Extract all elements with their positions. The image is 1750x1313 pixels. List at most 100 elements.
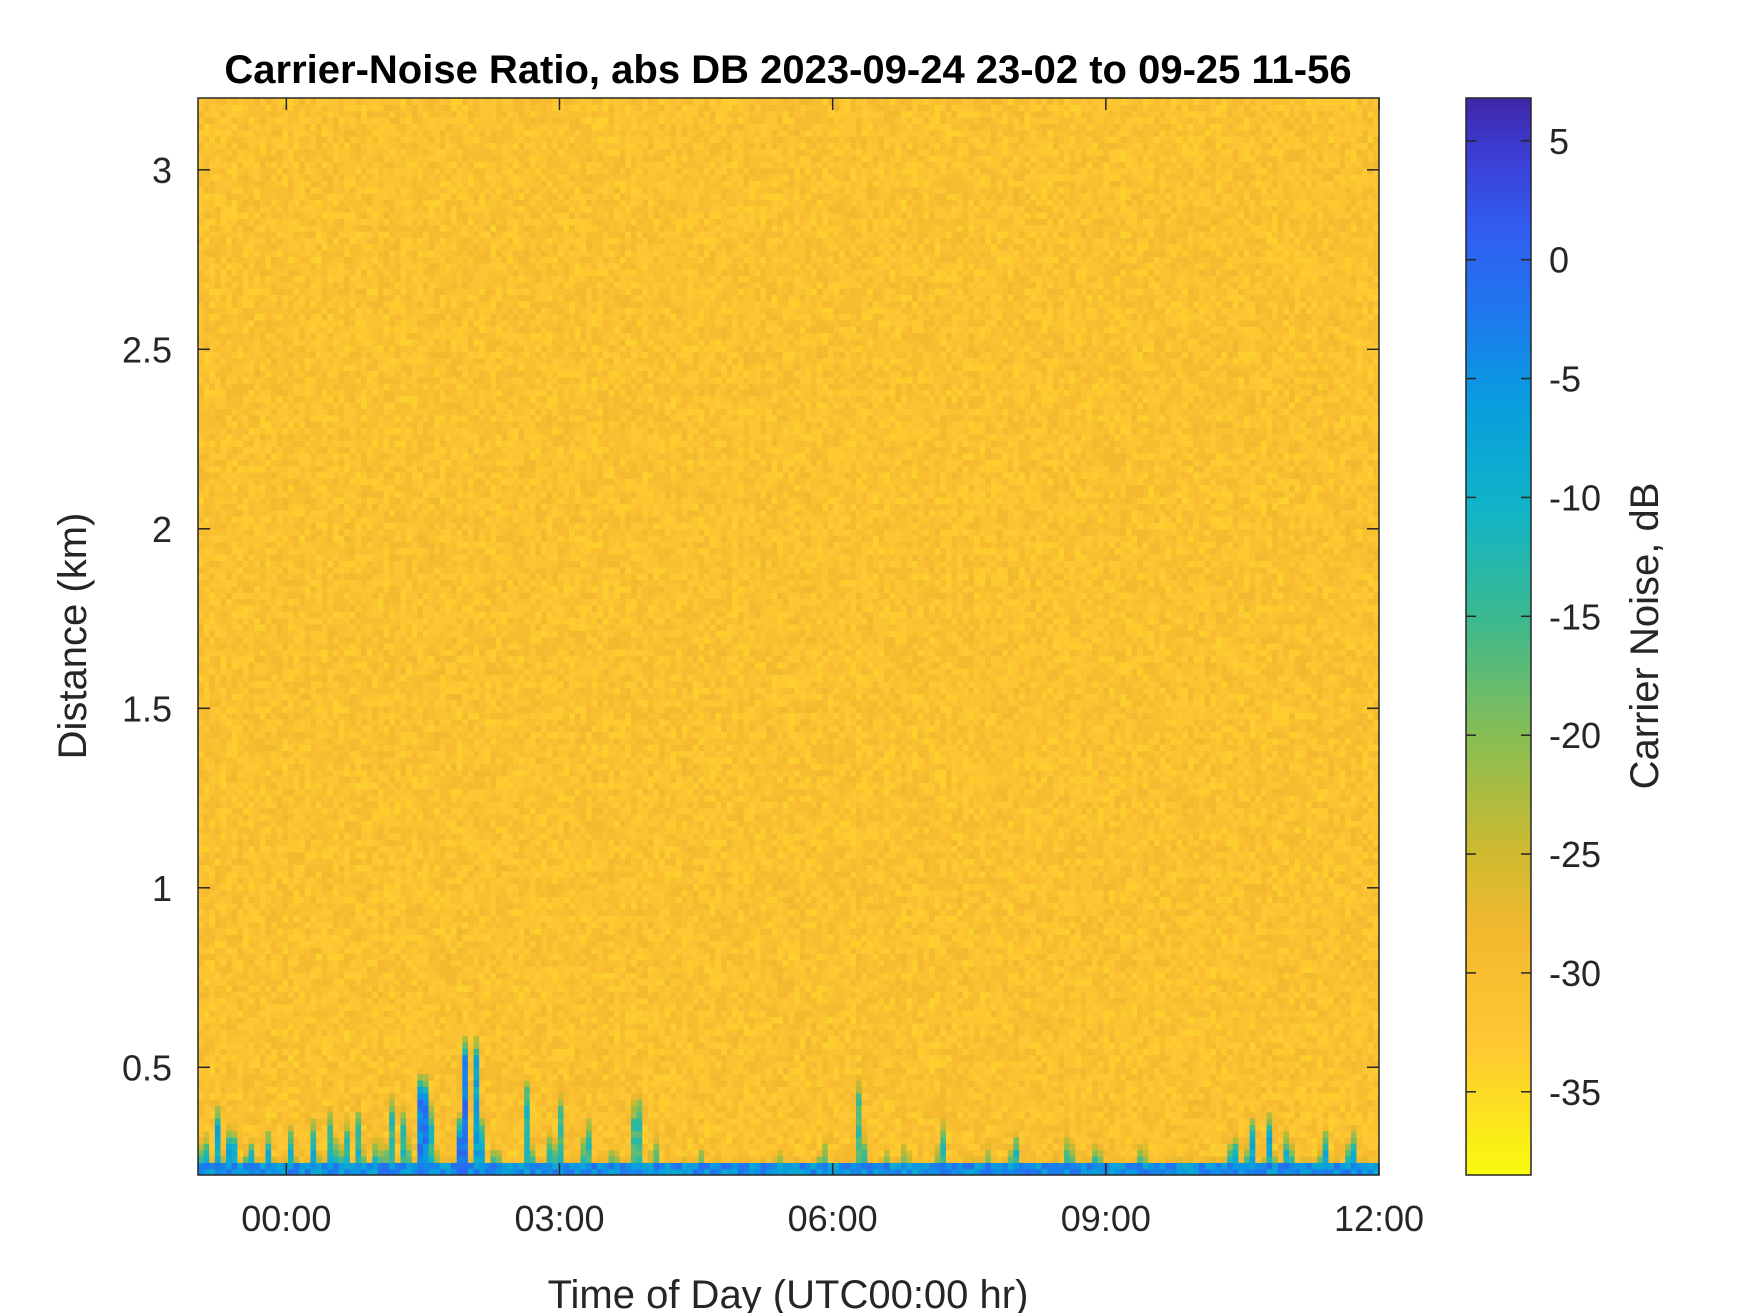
heatmap-cell: [277, 301, 283, 308]
heatmap-cell: [282, 579, 288, 586]
heatmap-cell: [254, 491, 260, 498]
heatmap-cell: [260, 751, 266, 758]
heatmap-cell: [265, 801, 271, 808]
heatmap-cell: [271, 484, 277, 491]
heatmap-cell: [204, 510, 210, 517]
heatmap-cell: [294, 554, 300, 561]
heatmap-cell: [198, 484, 204, 491]
heatmap-cell: [209, 149, 215, 156]
heatmap-cell: [204, 852, 210, 859]
heatmap-cell: [310, 269, 316, 276]
heatmap-cell: [271, 801, 277, 808]
heatmap-cell: [226, 1112, 232, 1119]
heatmap-cell: [271, 579, 277, 586]
heatmap-cell: [339, 408, 345, 415]
heatmap-cell: [282, 1029, 288, 1036]
heatmap-cell: [310, 1061, 316, 1068]
heatmap-cell: [310, 193, 316, 200]
heatmap-cell: [243, 617, 249, 624]
heatmap-cell: [226, 694, 232, 701]
heatmap-cell: [333, 966, 339, 973]
heatmap-cell: [333, 174, 339, 181]
heatmap-cell: [260, 922, 266, 929]
heatmap-cell: [344, 516, 350, 523]
heatmap-cell: [282, 846, 288, 853]
heatmap-cell: [282, 263, 288, 270]
heatmap-cell: [209, 1137, 215, 1144]
heatmap-cell: [350, 643, 356, 650]
heatmap-cell: [316, 484, 322, 491]
heatmap-cell: [265, 979, 271, 986]
heatmap-cell: [226, 516, 232, 523]
heatmap-cell: [277, 427, 283, 434]
heatmap-cell: [344, 846, 350, 853]
heatmap-cell: [232, 782, 238, 789]
heatmap-cell: [350, 814, 356, 821]
heatmap-cell: [327, 928, 333, 935]
heatmap-cell: [226, 598, 232, 605]
heatmap-cell: [232, 865, 238, 872]
heatmap-cell: [350, 446, 356, 453]
heatmap-cell: [215, 465, 221, 472]
heatmap-cell: [327, 1131, 333, 1138]
heatmap-cell: [350, 244, 356, 251]
heatmap-cell: [310, 998, 316, 1005]
heatmap-cell: [204, 592, 210, 599]
heatmap-cell: [339, 453, 345, 460]
heatmap-cell: [322, 421, 328, 428]
heatmap-cell: [299, 434, 305, 441]
heatmap-cell: [282, 503, 288, 510]
heatmap-cell: [237, 694, 243, 701]
heatmap-cell: [221, 161, 227, 168]
heatmap-cell: [265, 218, 271, 225]
heatmap-cell: [198, 446, 204, 453]
heatmap-cell: [271, 275, 277, 282]
heatmap-cell: [226, 795, 232, 802]
heatmap-cell: [221, 725, 227, 732]
heatmap-cell: [209, 497, 215, 504]
heatmap-cell: [316, 617, 322, 624]
heatmap-cell: [282, 554, 288, 561]
heatmap-cell: [327, 1067, 333, 1074]
heatmap-cell: [277, 656, 283, 663]
heatmap-cell: [204, 497, 210, 504]
heatmap-cell: [254, 795, 260, 802]
heatmap-cell: [265, 364, 271, 371]
heatmap-cell: [209, 738, 215, 745]
heatmap-cell: [254, 776, 260, 783]
heatmap-cell: [232, 884, 238, 891]
heatmap-cell: [215, 1137, 221, 1144]
heatmap-cell: [237, 453, 243, 460]
heatmap-cell: [277, 199, 283, 206]
heatmap-cell: [232, 833, 238, 840]
heatmap-cell: [305, 985, 311, 992]
heatmap-cell: [243, 402, 249, 409]
heatmap-cell: [294, 725, 300, 732]
heatmap-cell: [305, 1150, 311, 1157]
heatmap-cell: [305, 415, 311, 422]
heatmap-cell: [226, 1131, 232, 1138]
heatmap-cell: [226, 180, 232, 187]
heatmap-cell: [288, 687, 294, 694]
heatmap-cell: [237, 719, 243, 726]
heatmap-cell: [294, 871, 300, 878]
heatmap-cell: [305, 1036, 311, 1043]
heatmap-cell: [221, 244, 227, 251]
heatmap-cell: [254, 180, 260, 187]
heatmap-cell: [254, 833, 260, 840]
heatmap-cell: [322, 808, 328, 815]
heatmap-cell: [215, 339, 221, 346]
heatmap-cell: [249, 440, 255, 447]
heatmap-cell: [226, 1067, 232, 1074]
heatmap-cell: [277, 516, 283, 523]
heatmap-cell: [277, 662, 283, 669]
heatmap-cell: [299, 218, 305, 225]
heatmap-cell: [249, 985, 255, 992]
heatmap-cell: [271, 985, 277, 992]
heatmap-cell: [215, 1143, 221, 1150]
heatmap-cell: [254, 472, 260, 479]
heatmap-cell: [221, 972, 227, 979]
heatmap-cell: [209, 193, 215, 200]
heatmap-cell: [339, 282, 345, 289]
heatmap-cell: [344, 1162, 350, 1169]
